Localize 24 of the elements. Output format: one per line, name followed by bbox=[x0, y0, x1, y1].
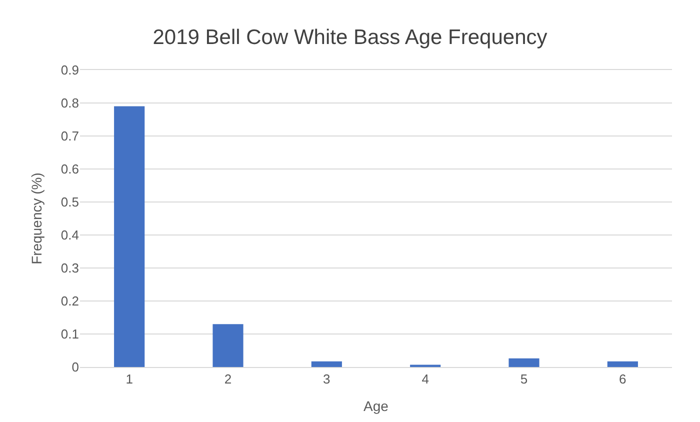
bar bbox=[212, 324, 244, 367]
y-tick-label: 0.4 bbox=[60, 228, 79, 243]
x-tick-label: 5 bbox=[520, 372, 528, 387]
x-tick-label: 2 bbox=[224, 372, 232, 387]
bar bbox=[508, 358, 540, 367]
chart-title: 2019 Bell Cow White Bass Age Frequency bbox=[152, 26, 548, 50]
y-tick-label: 0.8 bbox=[60, 96, 79, 111]
x-tick-label: 6 bbox=[619, 372, 626, 387]
bar bbox=[114, 106, 145, 367]
y-tick-label: 0.9 bbox=[60, 62, 79, 78]
y-tick-label: 0.5 bbox=[60, 194, 79, 210]
bar bbox=[607, 361, 638, 367]
y-axis-title: Frequency (%) bbox=[28, 172, 45, 264]
y-tick-label: 0.1 bbox=[60, 326, 79, 342]
y-tick-label: 0 bbox=[72, 360, 79, 375]
x-axis-title: Age bbox=[364, 398, 389, 414]
y-tick-label: 0.6 bbox=[60, 162, 79, 177]
y-tick-label: 0.7 bbox=[60, 128, 79, 144]
x-tick-label: 4 bbox=[422, 372, 429, 387]
y-tick-label: 0.3 bbox=[60, 260, 79, 276]
bar bbox=[311, 361, 342, 367]
y-tick-label: 0.2 bbox=[60, 294, 79, 309]
x-tick-label: 3 bbox=[323, 372, 330, 387]
x-tick-label: 1 bbox=[126, 372, 133, 387]
